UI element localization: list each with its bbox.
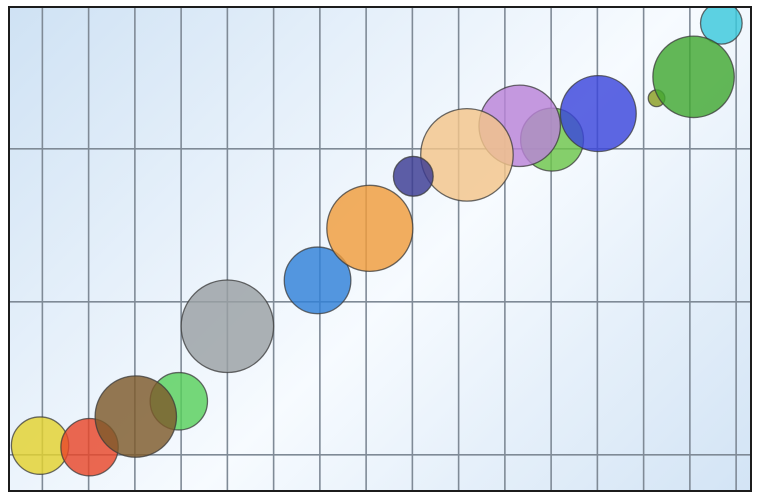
chart-frame [8,6,752,492]
bubble-15[interactable] [652,35,735,119]
bubble-1[interactable] [10,416,70,475]
bubble-chart [10,8,750,490]
bubble-7[interactable] [326,184,414,273]
bubble-12[interactable] [392,155,434,197]
bubble-6[interactable] [283,246,352,315]
bubble-14[interactable] [699,8,743,45]
bubble-layer [10,8,743,477]
bubble-10[interactable] [559,75,637,153]
bubble-4[interactable] [94,375,178,458]
bubble-5[interactable] [180,279,275,374]
bubble-11[interactable] [420,107,514,202]
